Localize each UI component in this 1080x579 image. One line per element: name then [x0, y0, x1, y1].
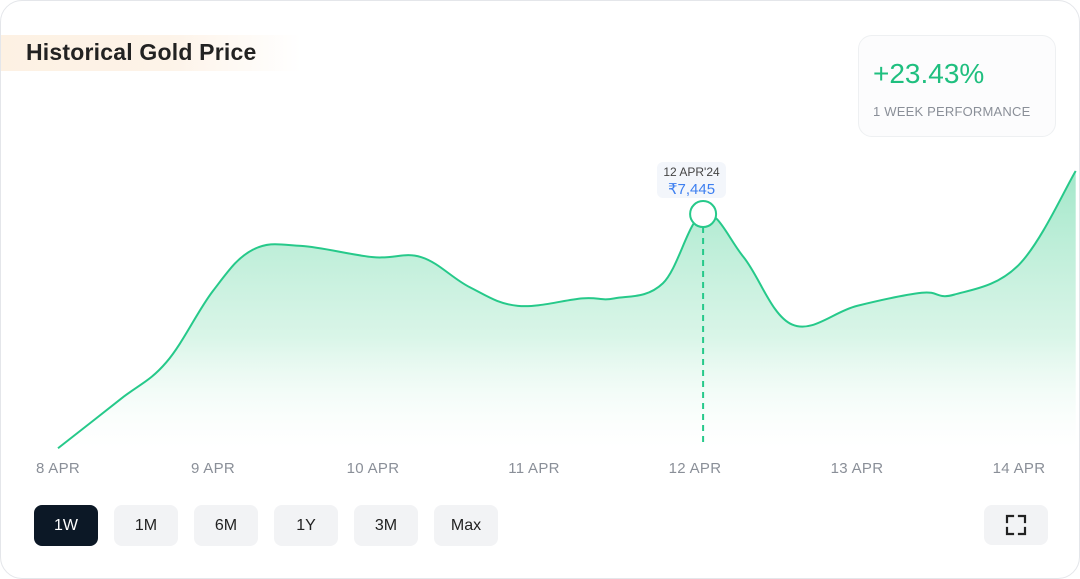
x-tick-label: 13 APR — [830, 460, 884, 477]
x-tick-label: 8 APR — [35, 460, 81, 477]
x-tick-label: 10 APR — [346, 460, 400, 477]
highlight-point[interactable] — [689, 200, 718, 229]
range-selector: 1W 1M 6M 1Y 3M Max — [34, 505, 498, 546]
performance-label: 1 WEEK PERFORMANCE — [873, 104, 1031, 119]
x-tick-label: 11 APR — [508, 460, 560, 477]
x-tick-label: 14 APR — [992, 460, 1046, 477]
tooltip-value: ₹7,445 — [667, 181, 716, 198]
price-tooltip: 12 APR'24 ₹7,445 — [657, 162, 726, 198]
range-button-1w[interactable]: 1W — [34, 505, 98, 546]
expand-icon — [1005, 514, 1027, 536]
title-highlight — [1, 35, 301, 71]
range-button-1y[interactable]: 1Y — [274, 505, 338, 546]
x-tick-label: 9 APR — [190, 460, 236, 477]
range-button-3m[interactable]: 3M — [354, 505, 418, 546]
x-tick-label: 12 APR — [668, 460, 722, 477]
fullscreen-button[interactable] — [984, 505, 1048, 545]
range-button-max[interactable]: Max — [434, 505, 498, 546]
price-line — [57, 170, 1077, 450]
range-button-6m[interactable]: 6M — [194, 505, 258, 546]
tooltip-date: 12 APR'24 — [663, 165, 720, 179]
performance-box: +23.43% 1 WEEK PERFORMANCE — [858, 35, 1056, 137]
performance-value: +23.43% — [873, 58, 985, 89]
price-area-fill — [58, 170, 1076, 449]
chart-title: Historical Gold Price — [26, 39, 257, 65]
range-button-1m[interactable]: 1M — [114, 505, 178, 546]
